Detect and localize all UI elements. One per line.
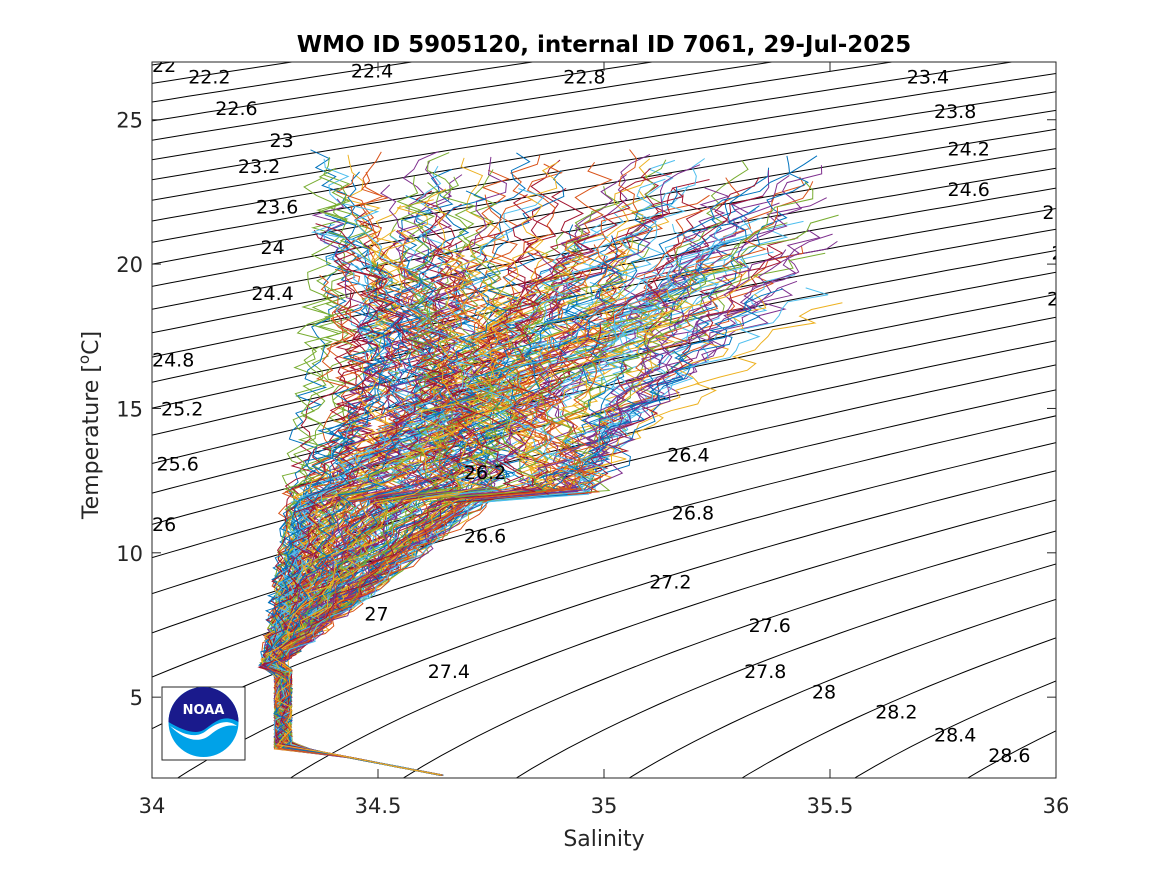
density-contour-12 — [152, 148, 1056, 310]
density-contour-22 — [152, 364, 1056, 595]
density-contour-10 — [152, 109, 1056, 265]
density-contour-29 — [515, 563, 1056, 778]
profile-line-218 — [266, 149, 639, 776]
y-axis-label-unit: C] — [79, 331, 104, 355]
contour-label-17: 25.4 — [1052, 243, 1094, 265]
contour-label-8: 23.6 — [256, 196, 298, 218]
density-contour-27 — [289, 499, 1056, 778]
contour-label-27: 27.4 — [428, 661, 470, 683]
contour-label-4: 22.8 — [563, 66, 605, 88]
profile-line-213 — [259, 297, 712, 776]
y-tick-label-1: 10 — [116, 542, 143, 566]
density-contour-9 — [152, 91, 1056, 243]
x-tick-label-4: 36 — [1043, 794, 1070, 818]
density-contour-2 — [152, 62, 416, 103]
contour-label-13: 24.6 — [948, 179, 990, 201]
y-tick-label-2: 15 — [116, 397, 143, 421]
density-contour-24 — [152, 415, 1056, 678]
contour-label-22: 26.4 — [667, 445, 709, 467]
contour-label-7: 23.4 — [907, 66, 949, 88]
density-contour-23 — [152, 389, 1056, 634]
contour-label-31: 28.2 — [875, 702, 917, 724]
contour-label-15: 25 — [1042, 202, 1066, 224]
profile-lines — [257, 149, 843, 776]
contour-label-6: 23.2 — [238, 156, 280, 178]
density-contour-8 — [152, 72, 1056, 222]
contour-label-12: 24.4 — [251, 283, 293, 305]
x-tick-label-3: 35.5 — [807, 794, 854, 818]
y-tick-label-4: 25 — [116, 109, 143, 133]
contour-label-32: 28.4 — [934, 725, 976, 747]
contour-label-19: 25.8 — [1047, 289, 1089, 311]
noaa-logo-wave — [170, 722, 237, 740]
contour-label-26: 27.2 — [649, 572, 691, 594]
noaa-logo: NOAA — [161, 686, 246, 761]
density-contour-28 — [402, 530, 1056, 778]
contour-label-10: 24 — [261, 237, 285, 259]
contour-label-18: 25.6 — [157, 453, 199, 475]
contour-label-30: 28 — [812, 681, 836, 703]
contour-label-24: 26.8 — [672, 502, 714, 524]
contour-label-11: 24.2 — [948, 139, 990, 161]
contour-label-33: 28.6 — [988, 745, 1030, 767]
y-axis-label-superscript: o — [75, 355, 93, 364]
x-tick-label-0: 34 — [139, 794, 166, 818]
contour-label-9: 23.8 — [934, 101, 976, 123]
contour-label-20: 26 — [152, 514, 176, 536]
contour-label-1: 22.2 — [188, 66, 230, 88]
density-contour-11 — [152, 128, 1056, 287]
density-contour-32 — [853, 680, 1056, 778]
profile-line-204 — [273, 247, 583, 776]
profile-line-211 — [274, 280, 505, 776]
y-axis-label: Temperature [oC] — [75, 331, 104, 520]
contour-label-16: 25.2 — [161, 399, 203, 421]
chart-title: WMO ID 5905120, internal ID 7061, 29-Jul… — [297, 32, 912, 58]
density-contour-labels: 22 22.2 22.4 22.6 22.8 23 23.2 23.4 23.6 23.8 24 24… — [152, 55, 1094, 767]
y-tick-label-0: 5 — [130, 686, 143, 710]
noaa-logo-navy — [168, 687, 239, 733]
density-contour-5 — [152, 62, 776, 161]
contour-label-21: 26.2 — [464, 462, 506, 484]
density-contour-6 — [152, 62, 896, 181]
density-contour-30 — [628, 598, 1056, 778]
density-contour-13 — [152, 167, 1056, 334]
contour-label-25: 27 — [364, 603, 388, 625]
profile-line-219 — [266, 243, 478, 776]
contour-label-0: 22 — [152, 55, 176, 77]
density-contour-7 — [152, 62, 1016, 201]
y-axis-label-main: Temperature [ — [79, 364, 104, 520]
x-tick-label-1: 34.5 — [355, 794, 402, 818]
contour-label-14: 24.8 — [152, 349, 194, 371]
density-contour-31 — [741, 637, 1056, 778]
y-tick-label-3: 20 — [116, 253, 143, 277]
contour-label-29: 27.8 — [744, 661, 786, 683]
profile-line-192 — [262, 187, 730, 776]
contour-label-23: 26.6 — [464, 526, 506, 548]
x-tick-label-2: 35 — [591, 794, 618, 818]
noaa-logo-text: NOAA — [183, 703, 225, 718]
contour-label-5: 23 — [270, 130, 294, 152]
contour-label-3: 22.6 — [215, 98, 257, 120]
x-axis-label: Salinity — [563, 827, 644, 852]
density-contour-1 — [152, 62, 296, 84]
contour-label-2: 22.4 — [351, 61, 393, 83]
profile-line-200 — [273, 175, 449, 776]
contour-label-28: 27.6 — [749, 615, 791, 637]
density-contour-3 — [152, 62, 536, 122]
axis-ticks: 34 34.5 35 35.5 36 5 10 15 20 25 — [116, 62, 1069, 818]
